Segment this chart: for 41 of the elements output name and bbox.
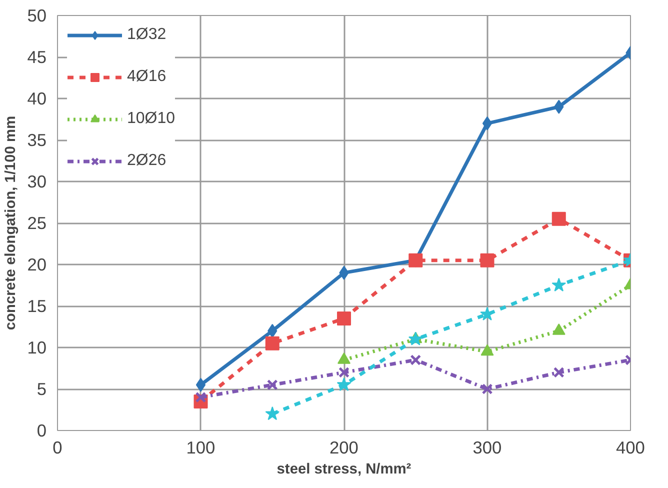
- point: [552, 323, 566, 335]
- point: [480, 344, 494, 356]
- point: [552, 212, 566, 226]
- x-tick-label: 300: [472, 438, 502, 458]
- point: [265, 336, 280, 350]
- y-axis-title: concrete elongation, 1/100 mm: [3, 116, 20, 330]
- point: [266, 379, 278, 390]
- x-tick-label: 100: [186, 438, 216, 458]
- y-tick-label: 30: [27, 172, 47, 192]
- point: [338, 366, 350, 378]
- x-axis-title: steel stress, N/mm²: [276, 462, 412, 478]
- legend-label: 10Ø10: [127, 110, 176, 128]
- point: [480, 253, 494, 268]
- point: [195, 392, 206, 403]
- y-tick-label: 10: [27, 338, 47, 358]
- y-tick-label: 0: [36, 420, 47, 440]
- point: [410, 354, 422, 366]
- y-tick-label: 15: [27, 296, 47, 316]
- point: [482, 384, 493, 394]
- y-tick-label: 35: [27, 130, 47, 150]
- point: [482, 116, 492, 130]
- point: [552, 278, 566, 292]
- y-tick-label: 25: [27, 213, 47, 233]
- point: [337, 311, 351, 326]
- point: [553, 366, 564, 378]
- y-tick-label: 50: [27, 6, 47, 26]
- point: [265, 406, 280, 420]
- y-tick-label: 5: [36, 379, 47, 399]
- point: [338, 352, 350, 364]
- y-tick-label: 20: [27, 254, 47, 274]
- x-tick-label: 400: [616, 438, 645, 458]
- legend-label: 2Ø26: [127, 152, 166, 170]
- x-tick-label: 200: [330, 438, 358, 458]
- legend-label: 4Ø16: [127, 68, 166, 86]
- y-tick-label: 40: [27, 88, 47, 108]
- point: [196, 378, 206, 392]
- point: [408, 253, 423, 268]
- y-tick-label: 45: [27, 47, 47, 67]
- point: [336, 377, 352, 392]
- legend-label: 1Ø32: [127, 26, 166, 44]
- x-tick-label: 0: [52, 438, 62, 458]
